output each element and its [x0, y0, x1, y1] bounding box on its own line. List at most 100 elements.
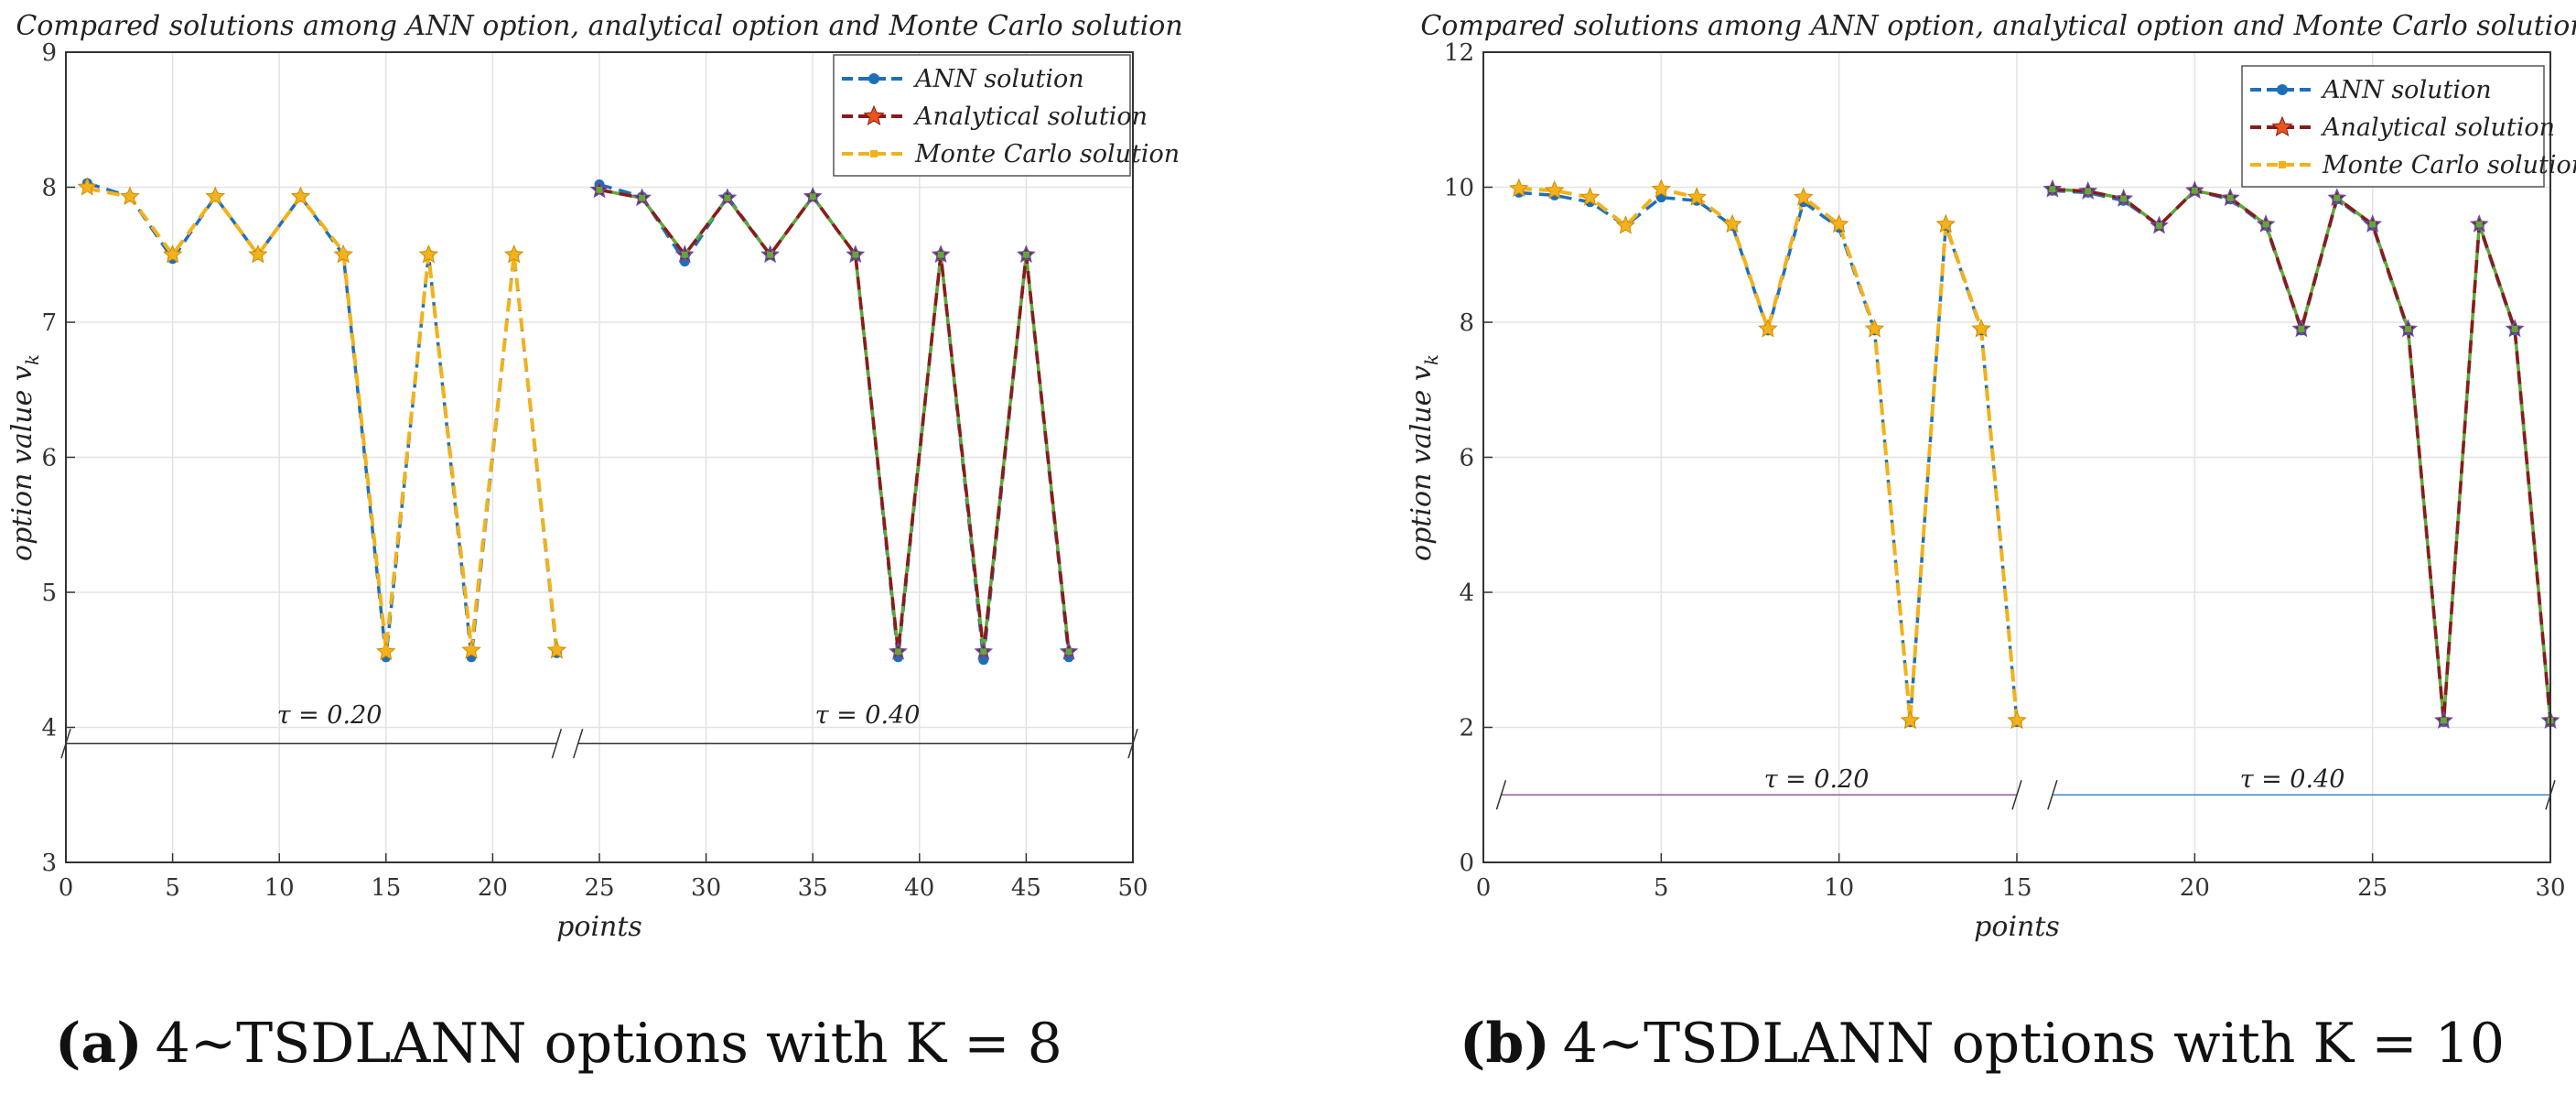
- chart-b-ylabel-sub: k: [1420, 354, 1442, 365]
- chart-a-xtick-label-2: 10: [264, 874, 295, 902]
- chart-b-seg1-analytical-line: [2052, 187, 2552, 721]
- chart-a-seg0-mc-point-1: [126, 193, 134, 200]
- chart-a-seg1-mc-point-2: [681, 251, 688, 258]
- chart-a-xtick-label-0: 0: [59, 874, 74, 902]
- chart-b-y-ticks: 0 2 4 6 8 10 12: [1444, 39, 1493, 877]
- chart-b-ytick-label-3: 6: [1459, 445, 1474, 472]
- caption-a-label: (a): [55, 1012, 143, 1076]
- chart-b-seg0-mc-line: [1518, 187, 2019, 721]
- chart-b-seg1-mc-point-9: [2369, 221, 2377, 228]
- chart-a-ytick-label-1: 4: [41, 715, 57, 742]
- chart-b-seg0-mc-point-12: [1942, 221, 1949, 228]
- chart-b-seg1-mc-point-8: [2333, 194, 2341, 201]
- chart-a-ytick-label-0: 3: [41, 850, 57, 877]
- chart-b-seg1-mc-point-3: [2155, 222, 2162, 230]
- chart-a-y-ticks: 3 4 5 6 7 8 9: [41, 39, 75, 877]
- legend-a-ann: ANN solution: [912, 65, 1084, 93]
- chart-b-tau-label-1: τ = 0.20: [1764, 765, 1870, 794]
- chart-b-x-ticks: 0 5 10 15 20 25 30: [1476, 853, 2566, 902]
- chart-a-seg1-mc-point-7: [894, 648, 901, 655]
- chart-b-ylabel-main: option value v: [1406, 365, 1438, 561]
- chart-b-seg0-mc-point-13: [1978, 325, 1985, 332]
- chart-a-xtick-label-5: 25: [584, 874, 614, 902]
- legend-a-analytical-marker: [863, 104, 885, 125]
- chart-a-seg0-mc-point-6: [340, 248, 347, 255]
- chart-a-legend: ANN solution Analytical solution Monte C…: [833, 54, 1180, 177]
- chart-a-tau-brackets: τ = 0.20 τ = 0.40: [60, 701, 1138, 759]
- chart-a-ylabel-sub: k: [21, 354, 43, 365]
- chart-b-xlabel: points: [1974, 911, 2060, 943]
- legend-b-montecarlo: Monte Carlo solution: [2322, 151, 2576, 179]
- chart-b-seg1-mc-point-0: [2049, 186, 2056, 193]
- caption-a: (a) 4∼TSDLANN options with K = 8: [55, 1012, 1062, 1076]
- chart-b-seg0-mc-point-4: [1657, 186, 1665, 193]
- chart-a-ytick-label-4: 7: [41, 309, 57, 337]
- chart-a-ytick-label-6: 9: [41, 39, 57, 67]
- chart-a-title: Compared solutions among ANN option, ana…: [16, 10, 1182, 42]
- chart-b-xtick-label-0: 0: [1476, 874, 1492, 902]
- chart-b-xtick-label-5: 25: [2357, 874, 2387, 902]
- chart-b-seg1-mc-point-4: [2191, 187, 2198, 194]
- chart-a-seg0-mc-point-3: [211, 193, 219, 200]
- chart-b-seg0-mc-point-6: [1729, 221, 1736, 228]
- chart-a-xtick-label-9: 45: [1011, 874, 1041, 902]
- chart-b-tau-break-left-0: [1495, 780, 1507, 810]
- chart-panel-b: Compared solutions among ANN option, ana…: [1406, 10, 2576, 1076]
- chart-a-seg0-mc-point-10: [511, 251, 518, 258]
- chart-b-tau-break-left-1: [2047, 780, 2058, 810]
- chart-a-seg0-mc-point-7: [383, 645, 390, 653]
- chart-b-title: Compared solutions among ANN option, ana…: [1420, 10, 2576, 42]
- chart-b-seg0-mc-point-0: [1515, 185, 1523, 192]
- chart-a-xtick-label-10: 50: [1117, 874, 1148, 902]
- chart-b-seg0-mc-point-11: [1906, 717, 1913, 724]
- chart-b-xtick-label-1: 5: [1654, 874, 1669, 902]
- legend-b-analytical: Analytical solution: [2320, 114, 2555, 142]
- chart-a-xtick-label-7: 35: [798, 874, 828, 902]
- chart-a-seg1-mc-point-11: [1065, 648, 1072, 655]
- chart-a-xtick-label-3: 15: [371, 874, 401, 902]
- chart-b-xtick-label-4: 20: [2180, 874, 2210, 902]
- caption-b-text: 4∼TSDLANN options with K = 10: [1563, 1012, 2505, 1076]
- chart-a-seg1-mc-point-0: [596, 186, 603, 193]
- chart-a-seg1-mc-point-4: [767, 251, 774, 258]
- chart-a-ytick-label-3: 6: [41, 445, 57, 472]
- chart-a-seg1-mc-point-9: [980, 648, 987, 655]
- chart-b-seg1-mc-point-13: [2511, 325, 2518, 332]
- chart-a-seg1-mc-point-8: [937, 251, 944, 258]
- chart-a-seg0-mc-point-5: [297, 193, 305, 200]
- chart-b-seg0-mc-point-7: [1764, 325, 1772, 332]
- chart-a-xtick-label-6: 30: [691, 874, 721, 902]
- chart-b-tau-label-2: τ = 0.40: [2240, 765, 2345, 794]
- chart-b-seg1-mc-point-7: [2298, 325, 2305, 332]
- chart-b-seg1-mc-point-1: [2085, 188, 2092, 195]
- chart-a-seg0-mc-point-11: [553, 645, 560, 653]
- chart-a-tau-break-left-1: [572, 728, 584, 759]
- chart-a-tau-label-1: τ = 0.20: [277, 701, 383, 730]
- chart-a-tau-label-2: τ = 0.40: [815, 701, 921, 730]
- chart-b-xtick-label-2: 10: [1824, 874, 1854, 902]
- chart-b-tau-break-right-0: [2011, 780, 2022, 810]
- chart-b-ytick-label-1: 2: [1459, 715, 1474, 742]
- chart-panel-a: Compared solutions among ANN option, ana…: [6, 10, 1183, 1076]
- chart-a-ytick-label-5: 8: [41, 175, 57, 202]
- chart-a-seg1-analytical-line: [598, 188, 1071, 653]
- chart-b-seg0-mc-point-3: [1622, 222, 1629, 230]
- chart-b-series: [1509, 178, 2560, 730]
- chart-b-seg1-mc-point-6: [2262, 221, 2269, 228]
- chart-b-ylabel: option value vk: [1406, 354, 1442, 561]
- chart-b-seg0-mc-point-10: [1871, 325, 1879, 332]
- caption-b-label: (b): [1460, 1012, 1550, 1076]
- chart-a-seg0-mc-point-0: [83, 185, 91, 192]
- chart-a-seg0-mc-point-9: [468, 645, 475, 653]
- legend-a-montecarlo-marker: [870, 150, 878, 157]
- chart-b-ytick-label-2: 4: [1459, 579, 1474, 607]
- chart-a-xtick-label-4: 20: [478, 874, 508, 902]
- chart-a-x-ticks: 0 5 10 15 20 25 30 35 40 45 50: [59, 853, 1148, 902]
- chart-b-seg0-mc-point-9: [1836, 221, 1843, 228]
- chart-b-ytick-label-6: 12: [1444, 39, 1474, 67]
- legend-a-analytical: Analytical solution: [912, 103, 1148, 131]
- chart-b-seg1-mc-point-5: [2226, 194, 2234, 201]
- chart-b-seg0-mc-point-2: [1587, 194, 1594, 201]
- caption-b: (b) 4∼TSDLANN options with K = 10: [1460, 1012, 2505, 1076]
